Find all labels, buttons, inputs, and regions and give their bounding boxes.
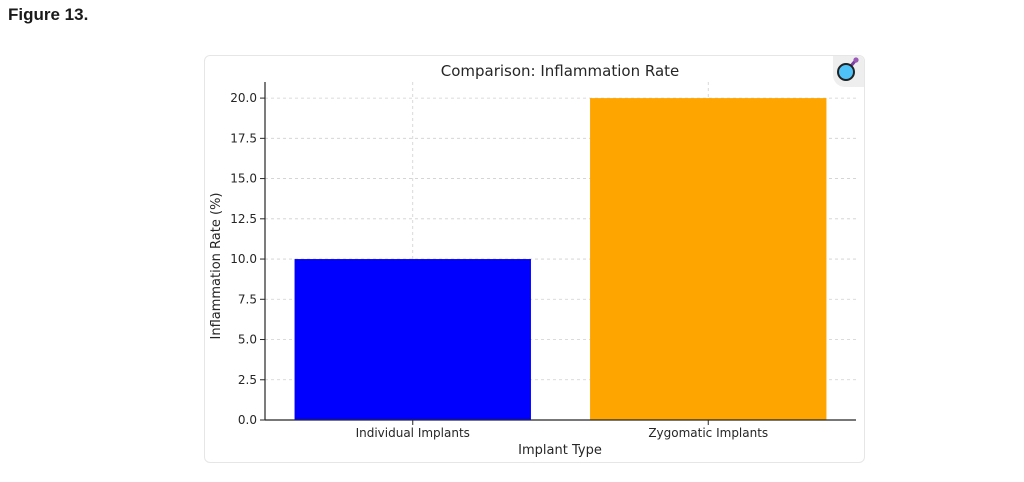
bar xyxy=(294,259,531,420)
x-tick-label: Zygomatic Implants xyxy=(648,426,768,440)
x-tick-label: Individual Implants xyxy=(356,426,470,440)
chart-title: Comparison: Inflammation Rate xyxy=(441,62,680,80)
x-ticks: Individual Implants Zygomatic Implants xyxy=(356,420,768,440)
bar-chart: Comparison: Inflammation Rate 0.0 2.5 5.0 7… xyxy=(209,62,856,458)
y-tick-label: 2.5 xyxy=(238,373,257,387)
y-tick-label: 12.5 xyxy=(230,212,257,226)
chart-card: Comparison: Inflammation Rate 0.0 2.5 5.0 7… xyxy=(204,55,865,463)
y-tick-label: 15.0 xyxy=(230,172,257,186)
y-ticks: 0.0 2.5 5.0 7.5 10.0 12.5 15.0 17.5 20.0 xyxy=(230,91,265,427)
magnifier-icon-glyph xyxy=(837,57,859,81)
y-tick-label: 10.0 xyxy=(230,252,257,266)
y-tick-label: 7.5 xyxy=(238,292,257,306)
x-axis-label: Implant Type xyxy=(518,443,602,458)
magnifier-icon[interactable] xyxy=(833,56,864,87)
bar xyxy=(590,98,827,420)
y-tick-label: 0.0 xyxy=(238,413,257,427)
y-tick-label: 5.0 xyxy=(238,333,257,347)
bars xyxy=(294,98,827,420)
y-tick-label: 20.0 xyxy=(230,91,257,105)
figure-label: Figure 13. xyxy=(8,5,89,24)
y-axis-label: Inflammation Rate (%) xyxy=(209,193,224,340)
y-tick-label: 17.5 xyxy=(230,131,257,145)
